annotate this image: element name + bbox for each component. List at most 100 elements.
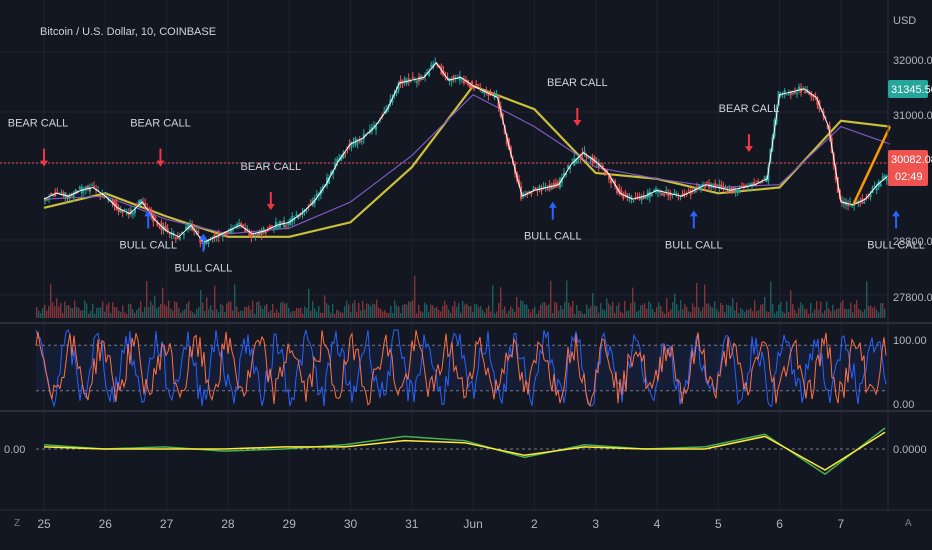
candle-body — [718, 184, 721, 189]
volume-bar — [448, 309, 450, 318]
candle-body — [624, 192, 627, 194]
candle-body — [728, 187, 731, 190]
candle-body — [403, 78, 406, 82]
volume-bar — [118, 310, 120, 318]
volume-bar — [488, 305, 490, 318]
volume-bar — [400, 313, 402, 318]
auto-scale-left-button[interactable]: Z — [14, 518, 20, 529]
stochastic-pane[interactable] — [35, 329, 887, 408]
time-axis[interactable]: 25 26 27 28 29 30 31 Jun 2 3 4 5 6 7 — [37, 517, 844, 531]
volume-bar — [122, 305, 124, 318]
volume-bar — [426, 304, 428, 318]
candle-body — [657, 189, 660, 193]
candle-body — [221, 233, 224, 237]
volume-bar — [114, 307, 116, 318]
candle-body — [814, 93, 817, 96]
volume-bar — [848, 309, 850, 318]
volume-bar — [722, 305, 724, 318]
candle-body — [556, 181, 559, 186]
volume-bar — [132, 308, 134, 318]
candle-body — [712, 183, 715, 185]
candle-body — [687, 190, 690, 192]
candle-body — [426, 72, 429, 74]
volume-bar — [260, 305, 262, 318]
volume-bar — [526, 304, 528, 318]
candle-body — [360, 140, 363, 142]
volume-bar — [178, 308, 180, 318]
candle-body — [260, 231, 263, 235]
bear-arrow-head-icon — [266, 204, 275, 211]
volume-bar — [862, 312, 864, 318]
volume-bar — [746, 309, 748, 318]
volume-bar — [292, 310, 294, 318]
price-pane[interactable]: BEAR CALL BEAR CALL BEAR CALL BEAR CALL BEAR… — [0, 0, 925, 510]
volume-bar — [796, 313, 798, 318]
volume-bar — [84, 300, 86, 318]
volume-bar — [538, 310, 540, 318]
bear-call-label: BEAR CALL — [241, 161, 302, 173]
volume-bar — [424, 302, 426, 318]
volume-bar — [350, 312, 352, 318]
volume-bar — [226, 303, 228, 318]
candle-body — [68, 194, 71, 199]
candle-body — [229, 229, 232, 233]
candle-body — [91, 184, 94, 186]
candle-body — [579, 155, 582, 158]
candle-body — [726, 190, 729, 194]
candle-body — [495, 95, 498, 97]
volume-bar — [224, 312, 226, 318]
volume-bar — [682, 309, 684, 318]
candle-body — [883, 175, 886, 178]
candle-body — [266, 230, 269, 232]
volume-bar — [78, 307, 80, 318]
volume-bar — [810, 302, 812, 318]
volume-bar — [608, 303, 610, 318]
volume-bar — [464, 304, 466, 318]
volume-bar — [516, 296, 518, 318]
volume-bar — [818, 309, 820, 318]
candle-body — [409, 81, 412, 83]
volume-bar — [108, 302, 110, 318]
bear-arrow-head-icon — [744, 146, 753, 153]
candle-body — [704, 186, 707, 188]
volume-bar — [688, 311, 690, 318]
volume-bar — [416, 313, 418, 318]
volume-bar — [854, 304, 856, 318]
oscillator-pane[interactable] — [36, 427, 886, 476]
candle-body — [309, 203, 312, 205]
candle-body — [180, 231, 183, 233]
volume-bar — [590, 306, 592, 318]
volume-bar — [188, 301, 190, 318]
auto-scale-right-button[interactable]: A — [905, 518, 912, 529]
candle-body — [875, 188, 878, 191]
candle-body — [215, 236, 218, 238]
volume-bar — [786, 301, 788, 318]
volume-bar — [46, 310, 48, 318]
bull-call-label: BULL CALL — [665, 239, 723, 251]
volume-bar — [740, 308, 742, 318]
volume-bar — [874, 306, 876, 318]
volume-bar — [140, 301, 142, 318]
candle-body — [117, 207, 120, 213]
volume-bar — [166, 306, 168, 318]
volume-bar — [248, 305, 250, 318]
candle-body — [810, 92, 813, 97]
volume-bar — [720, 302, 722, 318]
volume-bar — [230, 301, 232, 318]
symbol-title[interactable]: Bitcoin / U.S. Dollar, 10, COINBASE — [40, 26, 216, 38]
volume-bar — [560, 305, 562, 318]
volume-bar — [276, 309, 278, 318]
candle-body — [225, 232, 228, 235]
volume-bar — [648, 301, 650, 318]
candle-body — [344, 152, 347, 154]
candle-body — [681, 193, 684, 197]
volume-bar — [466, 303, 468, 318]
volume-bar — [44, 304, 46, 318]
volume-bar — [846, 309, 848, 318]
candle-body — [138, 200, 141, 207]
bear-arrow-head-icon — [573, 120, 582, 126]
volume-bar — [474, 304, 476, 318]
candle-body — [648, 191, 651, 198]
candle-body — [744, 185, 747, 187]
